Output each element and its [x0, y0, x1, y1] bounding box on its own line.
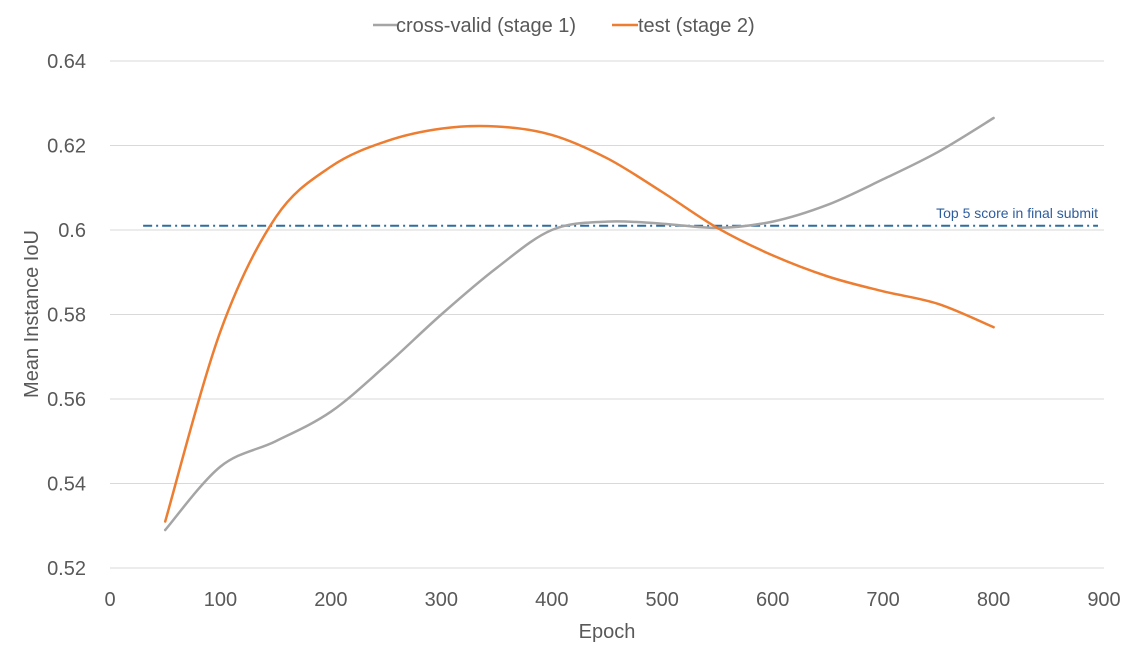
reference-line-label: Top 5 score in final submit — [936, 205, 1098, 221]
x-axis-title: Epoch — [579, 621, 636, 643]
x-tick-label: 0 — [104, 589, 115, 611]
legend-label-cross-valid: cross-valid (stage 1) — [396, 15, 576, 37]
series-lines — [163, 116, 995, 532]
y-tick-label: 0.56 — [47, 389, 86, 411]
y-axis-title: Mean Instance IoU — [21, 230, 43, 398]
x-tick-label: 500 — [646, 589, 679, 611]
y-tick-labels: 0.52 0.54 0.56 0.58 0.6 0.62 0.64 — [47, 51, 86, 580]
x-tick-label: 200 — [314, 589, 347, 611]
y-tick-label: 0.52 — [47, 558, 86, 580]
y-tick-label: 0.54 — [47, 474, 86, 496]
y-tick-label: 0.62 — [47, 136, 86, 158]
legend-label-test: test (stage 2) — [638, 15, 755, 37]
gridlines — [110, 60, 1104, 569]
x-tick-label: 600 — [756, 589, 789, 611]
x-tick-labels: 0 100 200 300 400 500 600 700 800 900 — [104, 589, 1120, 611]
y-tick-label: 0.58 — [47, 305, 86, 327]
x-tick-label: 700 — [866, 589, 899, 611]
series-line-cross-valid — [163, 116, 995, 532]
x-tick-label: 900 — [1087, 589, 1120, 611]
x-tick-label: 300 — [425, 589, 458, 611]
x-tick-label: 800 — [977, 589, 1010, 611]
y-tick-label: 0.64 — [47, 51, 86, 73]
x-tick-label: 100 — [204, 589, 237, 611]
y-tick-label: 0.6 — [58, 220, 86, 242]
reference-line-group: Top 5 score in final submit — [143, 205, 1098, 227]
legend: cross-valid (stage 1) test (stage 2) — [373, 15, 755, 37]
series-line-test — [163, 124, 995, 523]
x-tick-label: 400 — [535, 589, 568, 611]
